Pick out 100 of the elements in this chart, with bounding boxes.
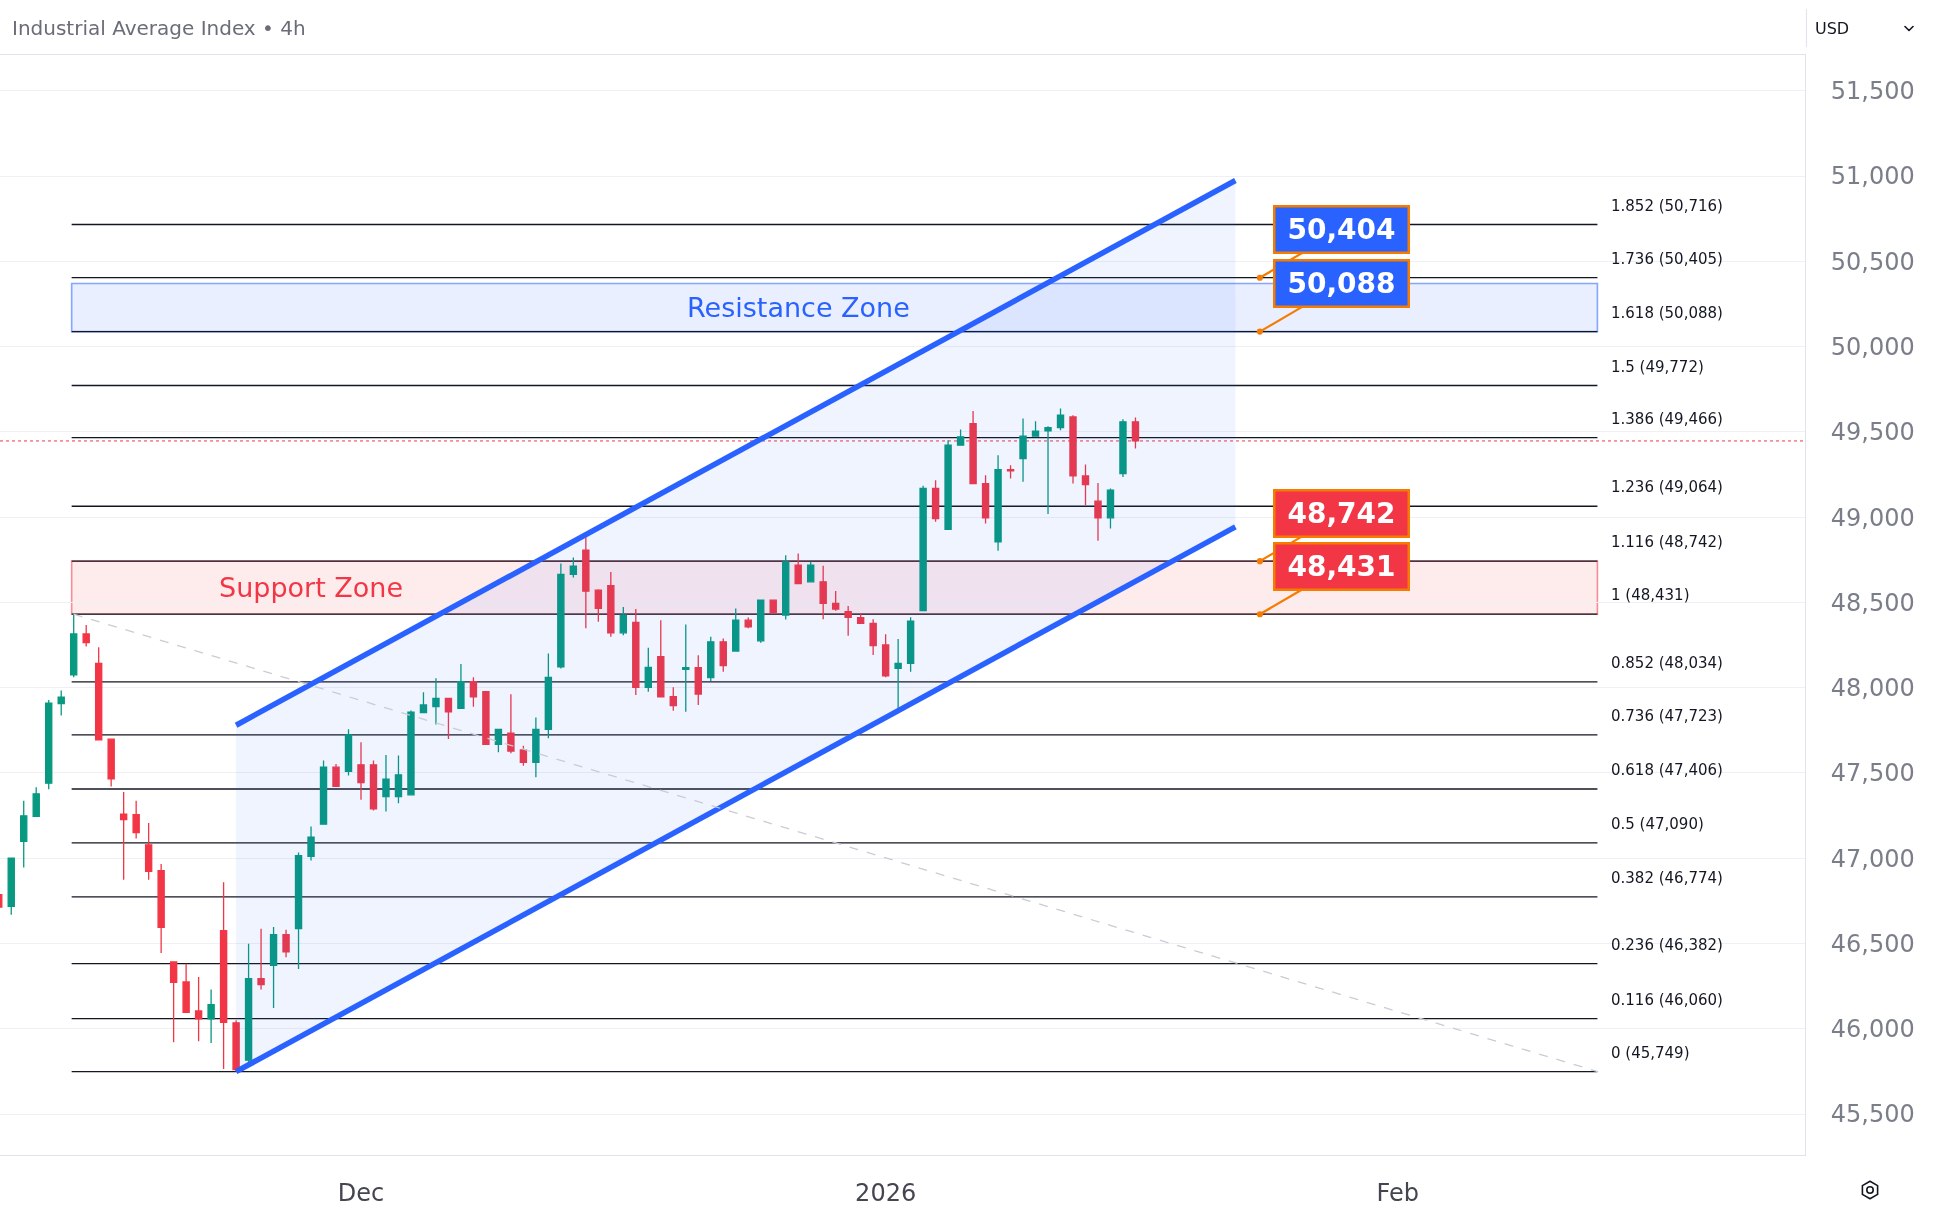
- candlestick: [894, 638, 902, 709]
- candlestick: [657, 619, 665, 698]
- candlestick: [856, 612, 865, 625]
- candlestick: [906, 616, 915, 673]
- band-label: Support Zone: [219, 572, 404, 603]
- candlestick: [319, 759, 328, 825]
- candlestick: [844, 605, 852, 637]
- candlestick: [619, 606, 628, 636]
- candlestick: [532, 716, 540, 778]
- x-tick-label: 2026: [855, 1178, 917, 1207]
- candlestick: [557, 562, 565, 670]
- candlestick: [944, 439, 952, 531]
- candlestick: [269, 926, 278, 1009]
- band-label: Resistance Zone: [687, 292, 910, 323]
- candlestick: [157, 863, 165, 954]
- candlestick: [432, 677, 440, 726]
- candlestick: [544, 652, 553, 740]
- candlestick: [1019, 417, 1027, 483]
- candlestick: [132, 800, 140, 840]
- candlestick: [469, 676, 478, 708]
- ref-line-label: 0.116 (46,060): [1611, 991, 1723, 1009]
- y-tick-label: 51,500: [1830, 77, 1915, 106]
- candlestick: [219, 881, 228, 1070]
- ref-line-label: 0.736 (47,723): [1611, 707, 1723, 725]
- ref-line-label: 0.5 (47,090): [1611, 815, 1704, 833]
- ref-line-label: 0.618 (47,406): [1611, 761, 1723, 779]
- candlestick: [357, 741, 365, 801]
- ref-line-label: 1.618 (50,088): [1611, 304, 1723, 322]
- annotation: 48,742: [1287, 497, 1396, 530]
- candlestick: [144, 822, 153, 881]
- y-tick-label: 46,500: [1830, 929, 1915, 958]
- candlestick: [282, 929, 290, 958]
- ref-line-label: 1.736 (50,405): [1611, 250, 1723, 268]
- candlestick: [207, 988, 215, 1044]
- candlestick: [669, 686, 677, 712]
- candlestick: [257, 928, 265, 991]
- candlestick: [644, 647, 653, 693]
- ref-line-label: 1.236 (49,064): [1611, 478, 1723, 496]
- y-tick-label: 47,500: [1830, 759, 1915, 788]
- candlestick: [1094, 482, 1102, 542]
- x-tick-label: Feb: [1376, 1178, 1420, 1207]
- candlestick: [707, 636, 715, 682]
- y-tick-label: 51,000: [1830, 162, 1915, 191]
- candlestick: [507, 693, 515, 755]
- ref-line-label: 1.386 (49,466): [1611, 410, 1723, 428]
- candlestick: [107, 738, 115, 788]
- candlestick: [394, 754, 403, 804]
- y-tick-label: 48,000: [1830, 674, 1915, 703]
- candlestick: [232, 1019, 240, 1073]
- ref-line-label: 1.116 (48,742): [1611, 533, 1723, 551]
- candlestick: [1081, 463, 1090, 506]
- candlestick: [332, 763, 340, 788]
- candlestick: [1056, 407, 1065, 431]
- candlestick: [794, 552, 802, 585]
- candlestick: [457, 663, 465, 709]
- candlestick: [1044, 425, 1052, 515]
- candlestick: [294, 851, 303, 970]
- candlestick: [7, 857, 15, 916]
- y-tick-label: 50,000: [1830, 333, 1915, 362]
- y-tick-label: 48,500: [1830, 588, 1915, 617]
- candlestick: [45, 699, 53, 790]
- ref-line-label: 1.852 (50,716): [1611, 197, 1723, 215]
- annotation: 48,431: [1287, 550, 1396, 583]
- candlestick: [20, 800, 28, 869]
- candlestick: [519, 745, 528, 767]
- annotation: 50,088: [1287, 267, 1396, 300]
- candlestick: [956, 428, 965, 446]
- ref-line-label: 1.5 (49,772): [1611, 358, 1704, 376]
- candlestick: [119, 791, 128, 881]
- candlestick: [94, 646, 103, 742]
- candlestick: [482, 690, 490, 745]
- candlestick: [419, 691, 428, 714]
- candlestick: [757, 599, 765, 644]
- candlestick: [881, 633, 890, 678]
- ref-line-label: 0 (45,749): [1611, 1044, 1690, 1062]
- candlestick: [782, 554, 790, 621]
- candlestick: [382, 754, 390, 813]
- candlestick: [344, 728, 353, 777]
- y-tick-label: 49,500: [1830, 418, 1915, 447]
- candlestick: [194, 976, 203, 1042]
- y-tick-label: 45,500: [1830, 1100, 1915, 1129]
- candlestick: [169, 961, 178, 1043]
- candlestick: [632, 608, 640, 696]
- candlestick: [369, 759, 378, 812]
- candlestick: [594, 588, 603, 623]
- candlestick: [82, 624, 90, 648]
- candlestick: [1031, 420, 1040, 437]
- candlestick: [307, 825, 315, 862]
- candlestick: [919, 485, 927, 612]
- candlestick: [732, 607, 740, 653]
- y-tick-label: 46,000: [1830, 1015, 1915, 1044]
- candlestick: [869, 618, 877, 656]
- candlestick: [682, 623, 690, 713]
- candlestick: [569, 556, 578, 579]
- candlestick: [719, 637, 727, 673]
- candlestick: [57, 689, 65, 717]
- ref-line-label: 0.236 (46,382): [1611, 936, 1723, 954]
- candlestick: [494, 728, 503, 753]
- candlestick: [1106, 487, 1115, 530]
- ref-line-label: 0.382 (46,774): [1611, 869, 1723, 887]
